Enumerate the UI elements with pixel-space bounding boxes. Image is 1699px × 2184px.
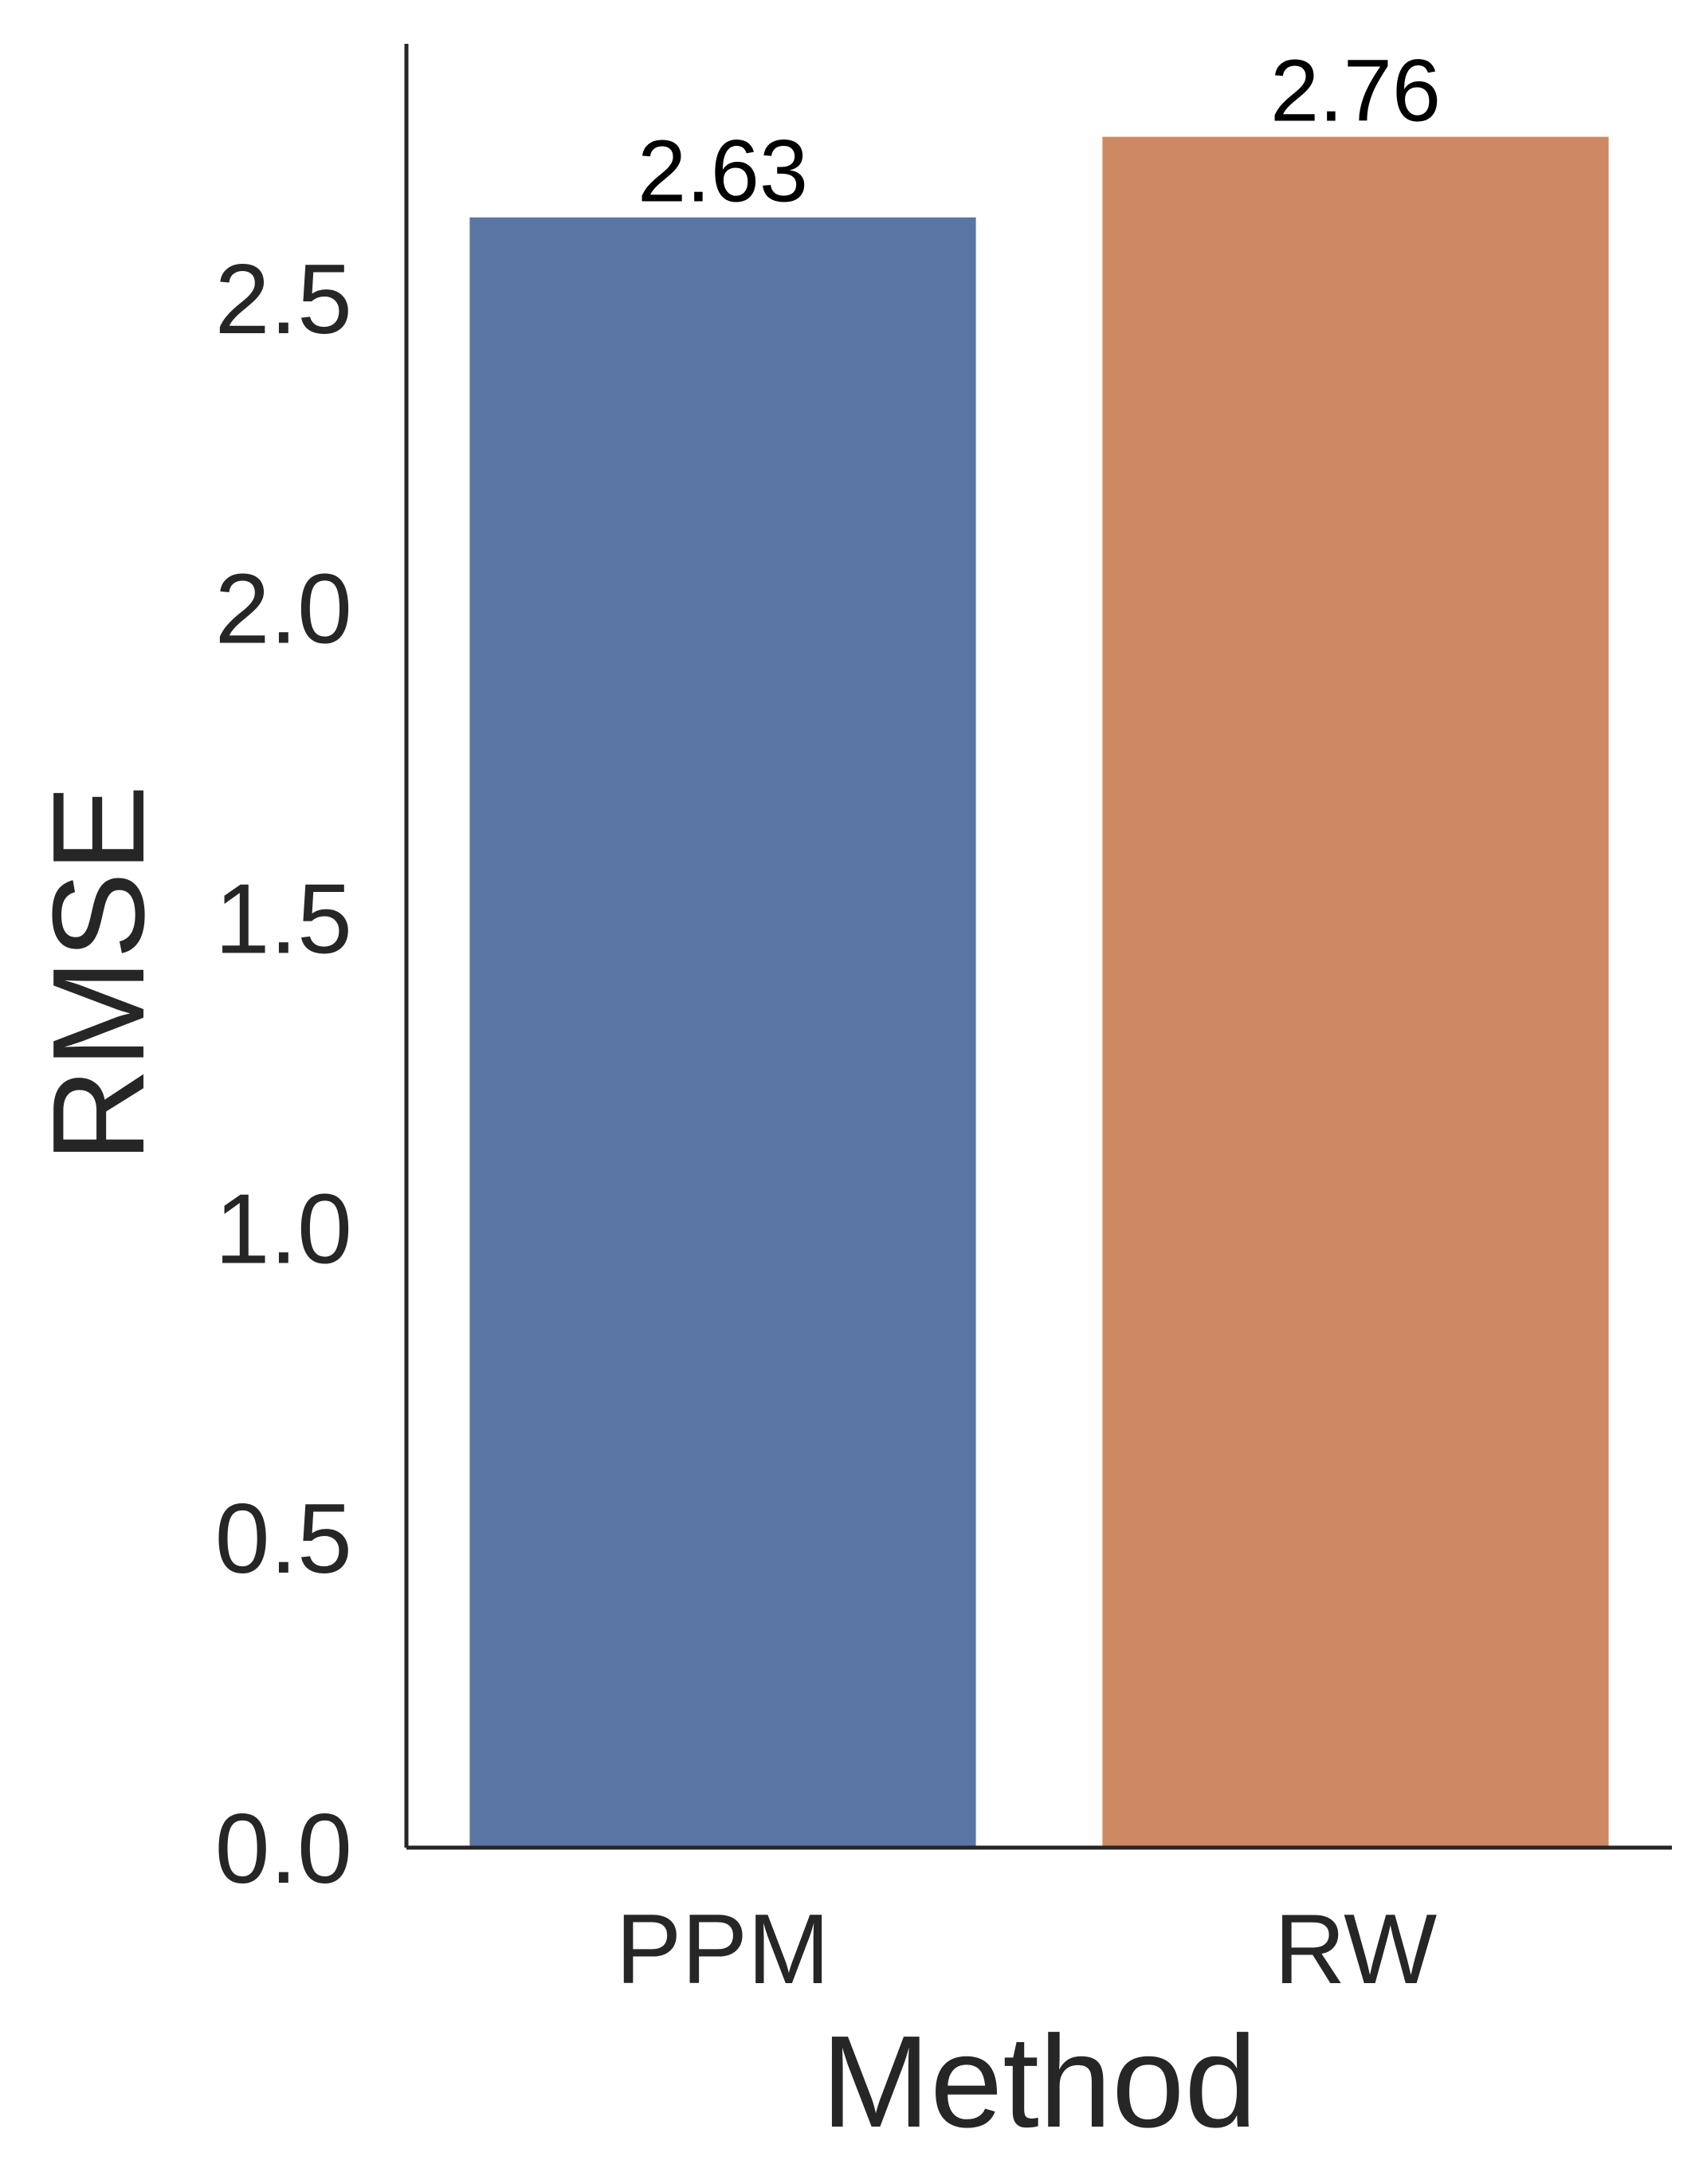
y-axis-ticks: 0.0 0.5 1.0 1.5 2.0 2.5 xyxy=(215,245,352,1904)
bar-value-labels: 2.63 2.76 xyxy=(638,42,1441,221)
x-tick-label: RW xyxy=(1274,1895,1437,2005)
x-tick-label: PPM xyxy=(616,1895,830,2005)
y-tick-label: 0.0 xyxy=(215,1794,352,1904)
bars xyxy=(469,136,1609,1848)
x-axis-title: Method xyxy=(821,2009,1257,2155)
y-tick-label: 2.0 xyxy=(215,555,352,665)
y-tick-label: 0.5 xyxy=(215,1484,352,1594)
bar-value-label: 2.76 xyxy=(1270,42,1441,140)
y-axis-title: RMSE xyxy=(26,785,171,1163)
y-tick-label: 1.5 xyxy=(215,865,352,975)
x-axis-ticks: PPM RW xyxy=(616,1895,1438,2005)
y-tick-label: 1.0 xyxy=(215,1174,352,1284)
y-tick-label: 2.5 xyxy=(215,245,352,355)
bar-value-label: 2.63 xyxy=(638,123,808,221)
bar-rw xyxy=(1102,136,1609,1848)
bar-ppm xyxy=(469,217,976,1848)
